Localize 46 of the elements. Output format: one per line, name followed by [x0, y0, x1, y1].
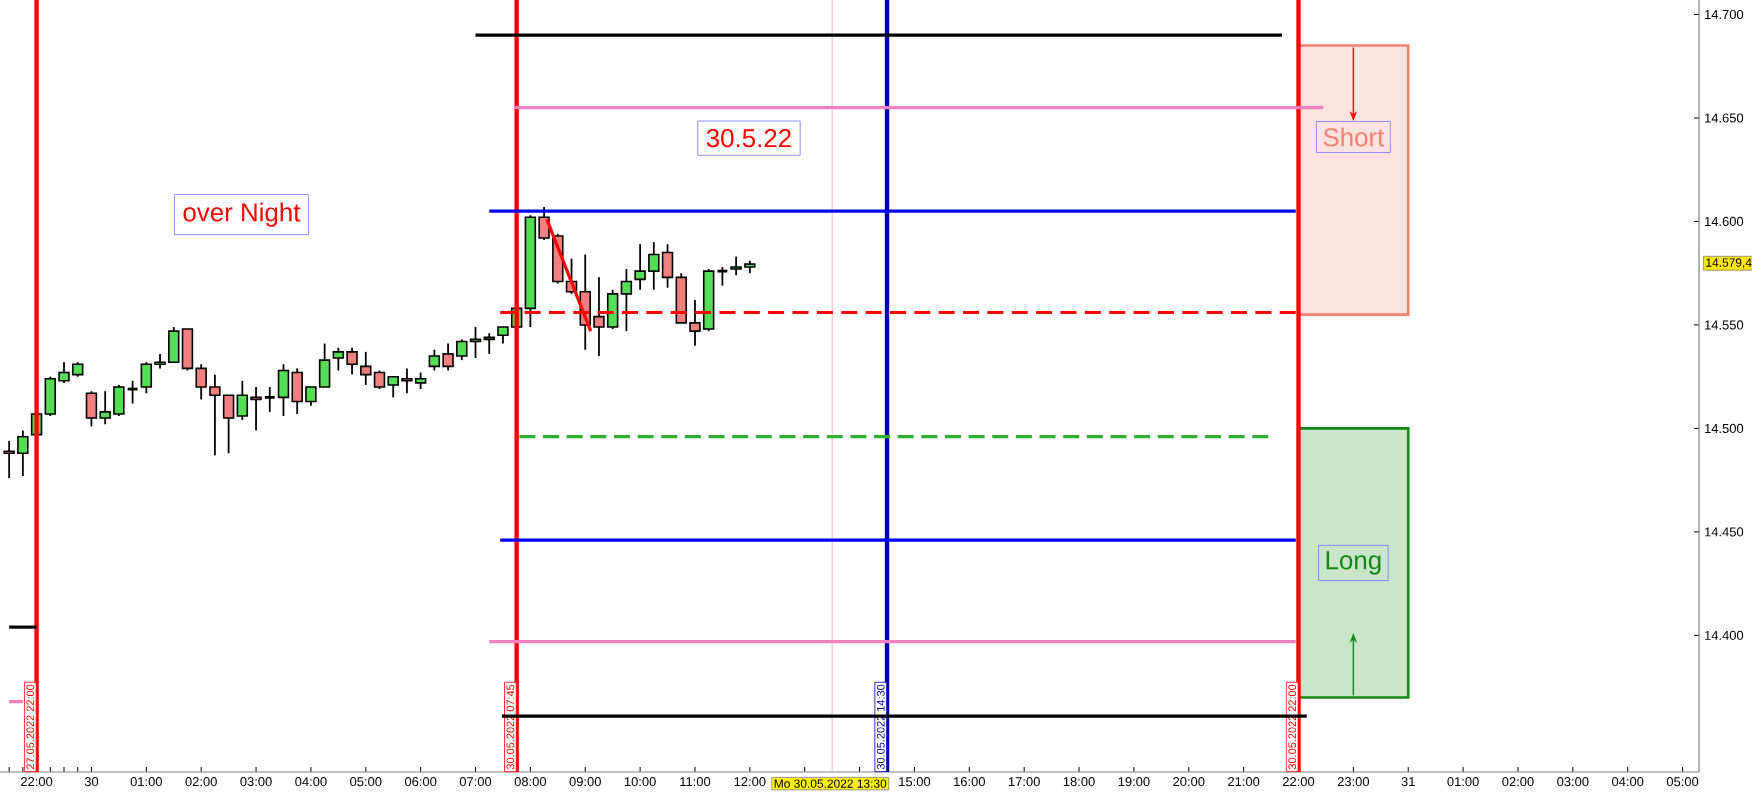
x-tick-label: 21:00 — [1228, 777, 1260, 787]
y-tick-label: 14.650 — [1705, 113, 1744, 123]
x-tick-label: 06:00 — [404, 777, 437, 787]
x-tick-label: 15:00 — [899, 777, 931, 787]
x-tick-label: 02:00 — [185, 777, 217, 787]
x-tick-label: 23:00 — [1337, 777, 1370, 787]
text: Mo 30.05.2022 13:30 — [774, 779, 887, 788]
ref-line-label: 30.05.2022 22:00 — [1288, 684, 1297, 770]
x-tick-label: 04:00 — [1611, 777, 1644, 787]
x-tick-label: 07:00 — [459, 777, 492, 787]
x-tick-label: 19:00 — [1118, 777, 1150, 787]
x-tick-label: 03:00 — [240, 777, 272, 787]
x-tick-label: 09:00 — [569, 777, 601, 787]
x-tick-label: 22:00 — [1282, 777, 1315, 787]
x-tick-label: 02:00 — [1502, 777, 1534, 787]
y-tick-label: 14.700 — [1705, 9, 1744, 20]
x-tick-label: 08:00 — [514, 777, 547, 787]
y-tick-label: 14.400 — [1705, 630, 1744, 640]
x-tick-label: 30 — [84, 777, 99, 787]
annotation: over Night — [183, 202, 301, 227]
x-tick-label: 04:00 — [295, 777, 327, 787]
x-tick-label: 05:00 — [1666, 777, 1699, 787]
x-tick-label: 12:00 — [734, 777, 766, 787]
band-label: Long — [1326, 551, 1381, 575]
x-tick-label: 10:00 — [624, 777, 656, 787]
text: 14.579,4 — [1706, 258, 1752, 269]
y-tick-label: 14.600 — [1705, 216, 1744, 227]
x-tick-label: 05:00 — [350, 777, 382, 787]
x-tick-label: 17:00 — [1008, 777, 1040, 787]
ref-line-label: 27.05.2022 22:00 — [26, 684, 35, 770]
y-tick-label: 14.500 — [1705, 423, 1744, 434]
x-tick-label: 18:00 — [1063, 777, 1095, 787]
band-label: Short — [1323, 127, 1385, 147]
x-tick-label: 16:00 — [954, 777, 985, 787]
x-tick-label: 01:00 — [130, 777, 162, 787]
annotation: 30.5.22 — [706, 129, 791, 148]
y-tick-label: 14.450 — [1705, 527, 1744, 537]
ref-line-label: 30.05.2022 14:30 — [876, 684, 885, 770]
x-tick-label: 03:00 — [1557, 777, 1589, 787]
y-tick-label: 14.550 — [1705, 320, 1744, 330]
x-tick-label: 22:00 — [21, 777, 53, 787]
x-tick-label: 11:00 — [680, 777, 711, 787]
x-tick-label: 01:00 — [1447, 777, 1479, 787]
x-tick-label: 20:00 — [1173, 777, 1205, 787]
ref-line-label: 30.05.2022 07:45 — [506, 684, 515, 770]
x-tick-label: 31 — [1401, 777, 1415, 787]
